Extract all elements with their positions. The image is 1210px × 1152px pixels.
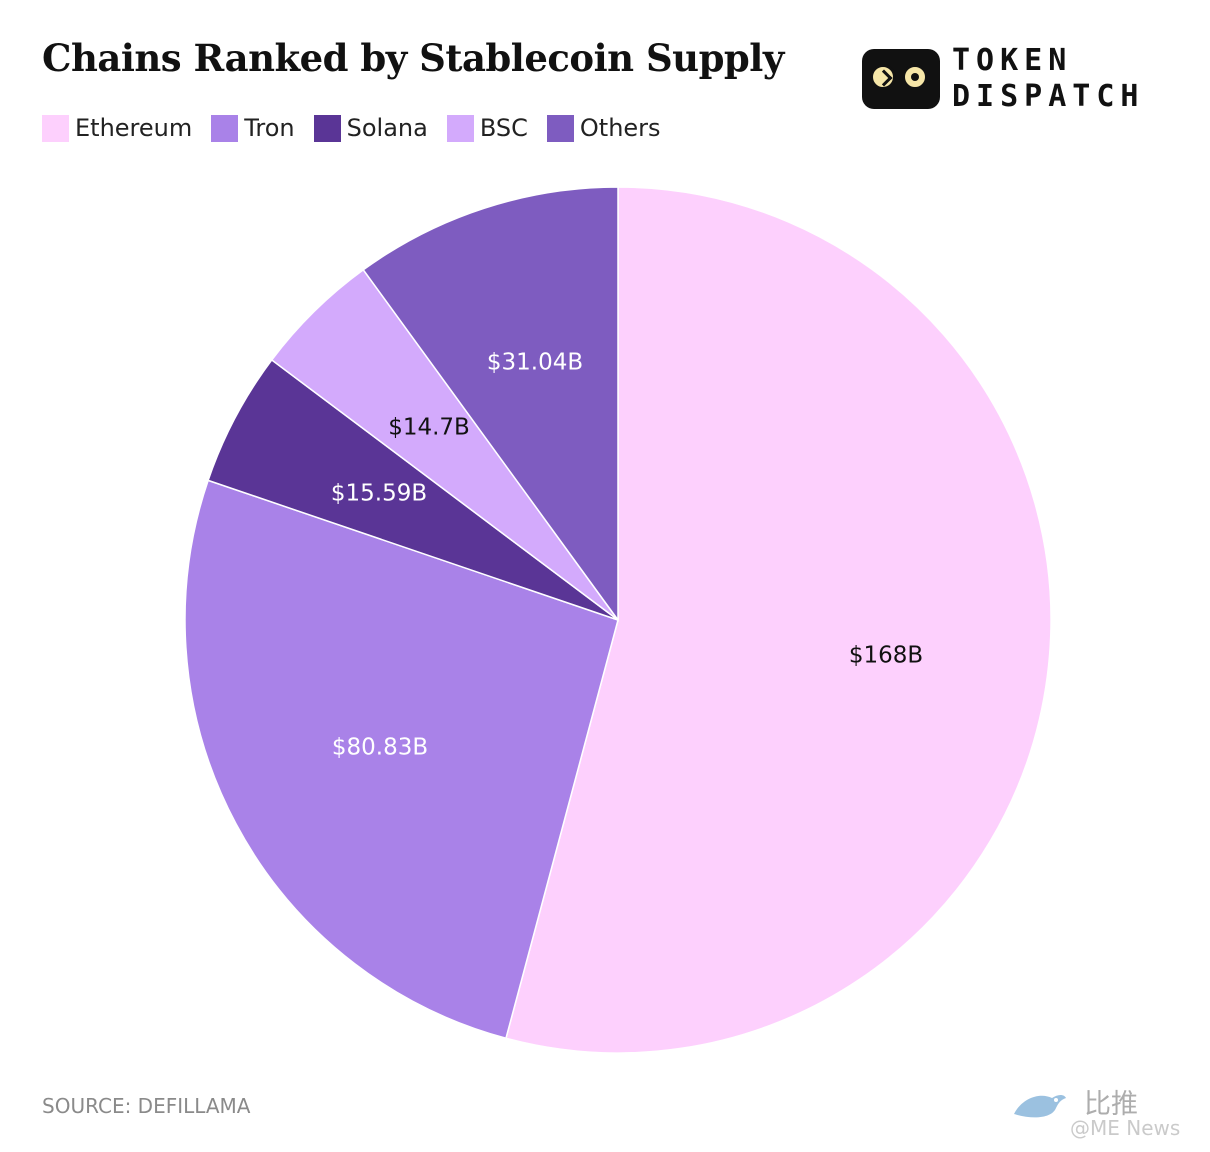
legend-label-bsc: BSC bbox=[479, 114, 528, 142]
slice-label-tron: $80.83B bbox=[332, 735, 428, 761]
chart-title: Chains Ranked by Stablecoin Supply bbox=[42, 36, 784, 80]
watermark: 比推 @ME News bbox=[1012, 1080, 1202, 1142]
legend-item-bsc: BSC bbox=[446, 114, 528, 142]
legend-label-others: Others bbox=[579, 114, 661, 142]
legend-item-ethereum: Ethereum bbox=[42, 114, 192, 142]
legend-label-solana: Solana bbox=[346, 114, 428, 142]
legend-swatch-others bbox=[546, 114, 574, 142]
bird-icon bbox=[1014, 1095, 1066, 1118]
legend-item-tron: Tron bbox=[211, 114, 295, 142]
logo-face-icon bbox=[862, 49, 940, 109]
slice-label-bsc: $14.7B bbox=[388, 415, 470, 441]
logo-line-1: TOKEN bbox=[952, 43, 1073, 78]
slice-label-ethereum: $168B bbox=[849, 643, 923, 669]
pie-slice-ethereum bbox=[505, 186, 1052, 1054]
legend-swatch-bsc bbox=[446, 114, 474, 142]
legend-label-tron: Tron bbox=[244, 114, 295, 142]
legend: Ethereum Tron Solana BSC Others bbox=[42, 114, 680, 142]
watermark-cn: 比推 bbox=[1084, 1089, 1138, 1120]
pie-slice-tron bbox=[184, 479, 619, 1040]
legend-swatch-ethereum bbox=[42, 114, 69, 142]
legend-label-ethereum: Ethereum bbox=[75, 114, 193, 142]
pie-slice-others bbox=[362, 186, 619, 623]
legend-item-others: Others bbox=[546, 114, 661, 142]
logo-line-2: DISPATCH bbox=[952, 79, 1145, 114]
slice-label-solana: $15.59B bbox=[331, 481, 427, 507]
legend-swatch-solana bbox=[313, 114, 341, 142]
token-dispatch-logo: TOKEN DISPATCH bbox=[862, 46, 1182, 112]
slice-label-others: $31.04B bbox=[487, 350, 583, 376]
watermark-en: @ME News bbox=[1070, 1116, 1181, 1140]
source-note: SOURCE: DEFILLAMA bbox=[42, 1094, 251, 1118]
legend-item-solana: Solana bbox=[313, 114, 428, 142]
legend-swatch-tron bbox=[211, 114, 239, 142]
